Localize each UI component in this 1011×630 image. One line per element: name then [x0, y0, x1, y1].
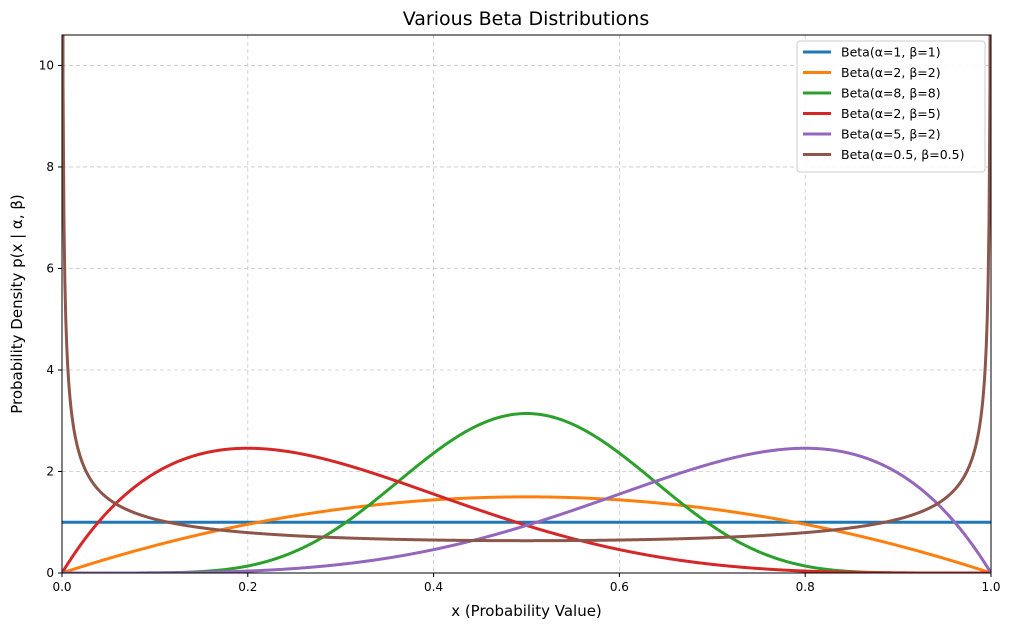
- x-tick-label: 0.0: [52, 580, 71, 594]
- series-line: [62, 446, 991, 573]
- y-axis-label: Probability Density p(x | α, β): [8, 194, 26, 414]
- series-lines: [62, 35, 991, 573]
- y-tick-label: 10: [39, 58, 54, 72]
- series-line: [62, 446, 991, 573]
- legend-entry-label: Beta(α=2, β=2): [841, 65, 941, 80]
- chart-title: Various Beta Distributions: [403, 8, 649, 30]
- x-axis-label: x (Probability Value): [451, 602, 602, 620]
- y-tick-label: 6: [46, 261, 54, 275]
- legend-entry-label: Beta(α=5, β=2): [841, 127, 941, 142]
- x-tick-label: 1.0: [981, 580, 1000, 594]
- y-tick-label: 4: [46, 363, 54, 377]
- plot-frame: [61, 34, 992, 574]
- legend-entry-label: Beta(α=1, β=1): [841, 45, 941, 60]
- legend-box: [796, 40, 986, 173]
- y-tick-label: 0: [46, 566, 54, 580]
- legend-entry-label: Beta(α=2, β=5): [841, 106, 941, 121]
- series-line: [62, 412, 991, 573]
- x-tick-label: 0.6: [610, 580, 629, 594]
- y-tick-label: 8: [46, 160, 54, 174]
- x-axis-ticks: 0.0 0.2 0.4 0.6 0.8 1.0: [52, 573, 1001, 594]
- x-tick-label: 0.2: [238, 580, 257, 594]
- legend-entry-label: Beta(α=8, β=8): [841, 86, 941, 101]
- series-line: [62, 495, 991, 573]
- y-axis-ticks: 0 2 4 6 8 10: [39, 58, 62, 580]
- legend-entry-label: Beta(α=0.5, β=0.5): [841, 147, 964, 162]
- x-tick-label: 0.8: [796, 580, 815, 594]
- legend: Beta(α=1, β=1) Beta(α=2, β=2) Beta(α=8, β=…: [796, 40, 986, 173]
- series-line: [62, 35, 991, 543]
- y-tick-label: 2: [46, 464, 54, 478]
- x-tick-label: 0.4: [424, 580, 443, 594]
